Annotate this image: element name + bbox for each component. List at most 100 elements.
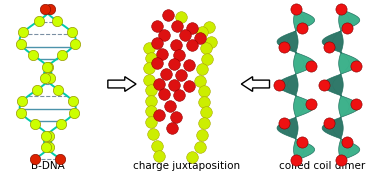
- Point: [156, 83, 162, 85]
- Text: charge juxtaposition: charge juxtaposition: [133, 161, 240, 171]
- Polygon shape: [294, 10, 314, 32]
- FancyArrow shape: [108, 77, 136, 91]
- Point: [308, 65, 314, 67]
- Point: [186, 84, 192, 87]
- Point: [165, 14, 171, 17]
- Point: [160, 52, 166, 55]
- Point: [146, 46, 152, 49]
- Point: [148, 121, 154, 124]
- FancyArrow shape: [241, 77, 270, 91]
- Point: [47, 77, 53, 80]
- Point: [30, 54, 36, 57]
- Point: [55, 88, 61, 91]
- Point: [42, 8, 48, 11]
- Polygon shape: [294, 96, 314, 117]
- Point: [161, 93, 167, 96]
- Point: [59, 54, 65, 57]
- Point: [167, 104, 173, 107]
- Polygon shape: [322, 32, 343, 53]
- Point: [163, 72, 169, 75]
- Point: [33, 157, 39, 160]
- Point: [57, 157, 63, 160]
- Point: [43, 134, 50, 137]
- Point: [299, 27, 305, 30]
- Point: [197, 79, 203, 82]
- Point: [72, 42, 78, 45]
- Point: [197, 37, 203, 39]
- Polygon shape: [277, 74, 298, 96]
- Polygon shape: [322, 74, 343, 96]
- Point: [353, 65, 359, 67]
- Point: [308, 102, 314, 105]
- Point: [178, 16, 184, 19]
- Point: [48, 8, 54, 11]
- Point: [156, 114, 162, 117]
- Point: [46, 146, 52, 149]
- Point: [54, 19, 60, 22]
- Polygon shape: [294, 139, 314, 160]
- Point: [146, 78, 152, 81]
- Point: [199, 31, 205, 33]
- Point: [206, 25, 212, 28]
- Polygon shape: [294, 53, 314, 74]
- Point: [344, 140, 350, 143]
- Point: [344, 27, 350, 30]
- Point: [321, 83, 327, 86]
- Point: [201, 90, 207, 92]
- Point: [71, 111, 77, 114]
- Point: [154, 62, 160, 65]
- Point: [326, 121, 332, 124]
- Point: [201, 101, 207, 104]
- Point: [154, 42, 160, 45]
- Text: B-DNA: B-DNA: [31, 161, 65, 171]
- Point: [154, 144, 160, 147]
- Point: [199, 68, 205, 71]
- Point: [46, 134, 52, 137]
- Point: [199, 134, 205, 137]
- Point: [197, 145, 203, 148]
- Point: [208, 41, 214, 44]
- Point: [32, 123, 38, 126]
- Polygon shape: [322, 117, 343, 139]
- Point: [36, 19, 42, 22]
- Point: [176, 94, 182, 97]
- Point: [203, 110, 209, 113]
- Point: [201, 122, 207, 124]
- Point: [170, 63, 177, 65]
- Point: [170, 83, 177, 86]
- Polygon shape: [339, 53, 360, 74]
- Point: [148, 99, 154, 102]
- Point: [69, 31, 75, 34]
- Point: [293, 8, 299, 11]
- Polygon shape: [277, 117, 298, 139]
- Point: [276, 83, 282, 86]
- Point: [148, 57, 154, 59]
- Point: [148, 110, 154, 112]
- Point: [172, 44, 178, 46]
- Point: [174, 25, 180, 27]
- Point: [338, 8, 344, 11]
- Point: [281, 121, 287, 124]
- Point: [18, 111, 24, 114]
- Point: [203, 46, 209, 49]
- Point: [281, 46, 287, 48]
- Point: [58, 123, 64, 126]
- Point: [146, 67, 152, 70]
- Polygon shape: [339, 139, 360, 160]
- Point: [353, 102, 359, 105]
- Point: [148, 89, 154, 92]
- Point: [299, 140, 305, 143]
- Point: [154, 25, 160, 27]
- Text: coiled coil dimer: coiled coil dimer: [279, 161, 365, 171]
- Point: [19, 100, 25, 103]
- Point: [186, 64, 192, 66]
- Point: [161, 34, 167, 37]
- Point: [293, 159, 299, 162]
- Point: [182, 34, 188, 37]
- Point: [45, 65, 51, 68]
- Point: [44, 65, 50, 68]
- Polygon shape: [339, 10, 360, 32]
- Point: [43, 146, 49, 149]
- Point: [70, 100, 76, 103]
- Point: [34, 88, 40, 91]
